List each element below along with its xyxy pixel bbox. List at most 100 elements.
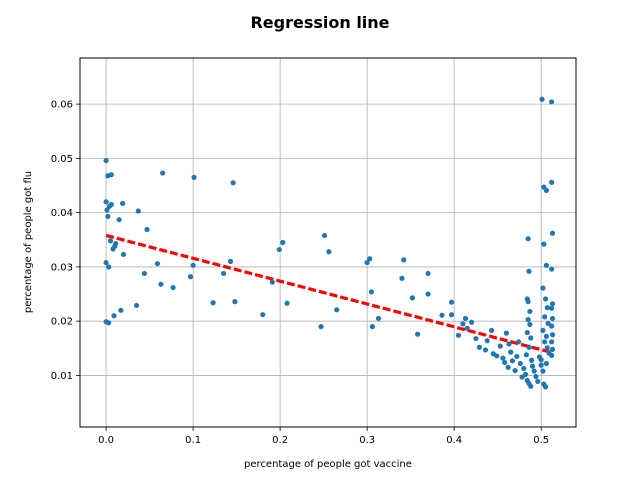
data-point	[232, 299, 238, 305]
x-tick-label: 0.2	[272, 435, 288, 446]
data-point	[523, 352, 530, 358]
data-point	[542, 296, 549, 302]
data-point	[375, 315, 382, 322]
data-point	[473, 335, 479, 342]
data-point	[187, 274, 194, 280]
data-point	[482, 347, 489, 353]
data-point	[154, 261, 161, 267]
data-point	[535, 378, 541, 385]
x-tick-label: 0.3	[359, 435, 375, 446]
data-point	[425, 291, 431, 297]
data-point	[464, 325, 470, 331]
data-point	[549, 301, 556, 307]
data-point	[529, 357, 535, 363]
data-point	[321, 232, 328, 239]
data-point	[543, 187, 550, 194]
data-point	[549, 323, 555, 329]
data-point	[120, 200, 126, 207]
data-point	[367, 256, 373, 262]
data-point	[141, 270, 147, 277]
data-point	[525, 299, 531, 305]
data-point	[276, 246, 282, 253]
data-point	[521, 365, 527, 371]
data-point	[455, 332, 462, 338]
data-point	[524, 329, 530, 336]
data-point	[106, 264, 112, 270]
data-point	[399, 275, 405, 281]
data-point	[118, 307, 124, 313]
y-axis-label: percentage of people got flu	[23, 171, 34, 313]
data-point	[106, 320, 112, 326]
data-point	[269, 279, 275, 285]
data-point	[538, 362, 544, 368]
data-point	[170, 284, 176, 291]
data-point	[543, 262, 550, 268]
data-point	[190, 262, 196, 268]
data-point	[522, 371, 529, 377]
data-point	[439, 312, 445, 318]
data-point	[525, 316, 531, 323]
data-point	[227, 258, 234, 265]
data-point	[448, 299, 455, 305]
data-point	[526, 268, 532, 274]
data-point	[544, 345, 550, 351]
data-point	[527, 308, 533, 315]
x-axis-label: percentage of people got vaccine	[244, 459, 412, 470]
data-point	[505, 364, 511, 370]
data-point	[549, 346, 556, 353]
x-tick-label: 0.5	[533, 435, 549, 446]
data-point	[540, 285, 546, 291]
data-point	[111, 313, 117, 319]
data-point	[462, 315, 469, 322]
data-point	[364, 259, 370, 266]
y-tick-label: 0.05	[51, 154, 73, 165]
data-point	[107, 238, 114, 244]
data-point	[512, 367, 518, 374]
data-point	[158, 281, 164, 287]
y-tick-label: 0.02	[51, 317, 73, 328]
y-tick-label: 0.06	[51, 100, 73, 111]
data-points	[103, 96, 556, 390]
data-point	[549, 315, 556, 322]
data-point	[105, 213, 111, 220]
data-point	[103, 259, 109, 266]
data-point	[542, 384, 549, 390]
grid-lines	[80, 58, 576, 427]
data-point	[508, 349, 514, 355]
data-point	[476, 344, 483, 350]
data-point	[549, 339, 555, 345]
data-point	[540, 327, 546, 334]
data-point	[549, 266, 555, 272]
data-point	[529, 363, 536, 369]
data-point	[191, 174, 197, 180]
data-point	[503, 330, 509, 336]
data-point	[103, 199, 109, 205]
data-point	[468, 319, 475, 325]
data-point	[528, 335, 534, 341]
data-point	[160, 170, 166, 176]
data-point	[506, 341, 512, 347]
data-point	[484, 338, 490, 344]
data-point	[549, 352, 555, 358]
x-tick-label: 0.0	[98, 435, 114, 446]
data-point	[326, 249, 332, 255]
data-point	[538, 357, 544, 363]
y-tick-label: 0.01	[51, 371, 73, 382]
data-point	[531, 368, 537, 374]
data-point	[541, 241, 547, 247]
data-point	[542, 314, 548, 320]
data-point	[549, 305, 555, 311]
data-point	[514, 353, 520, 360]
data-point	[220, 270, 227, 277]
data-point	[527, 321, 533, 328]
data-point	[543, 333, 550, 339]
data-point	[415, 331, 421, 337]
data-point	[549, 332, 556, 338]
data-point	[210, 300, 216, 306]
data-point	[103, 157, 109, 164]
data-point	[116, 217, 122, 223]
y-axis-ticks: 0.01 0.02 0.03 0.04 0.05 0.06	[51, 100, 80, 382]
data-point	[549, 179, 555, 185]
data-point	[425, 270, 431, 277]
